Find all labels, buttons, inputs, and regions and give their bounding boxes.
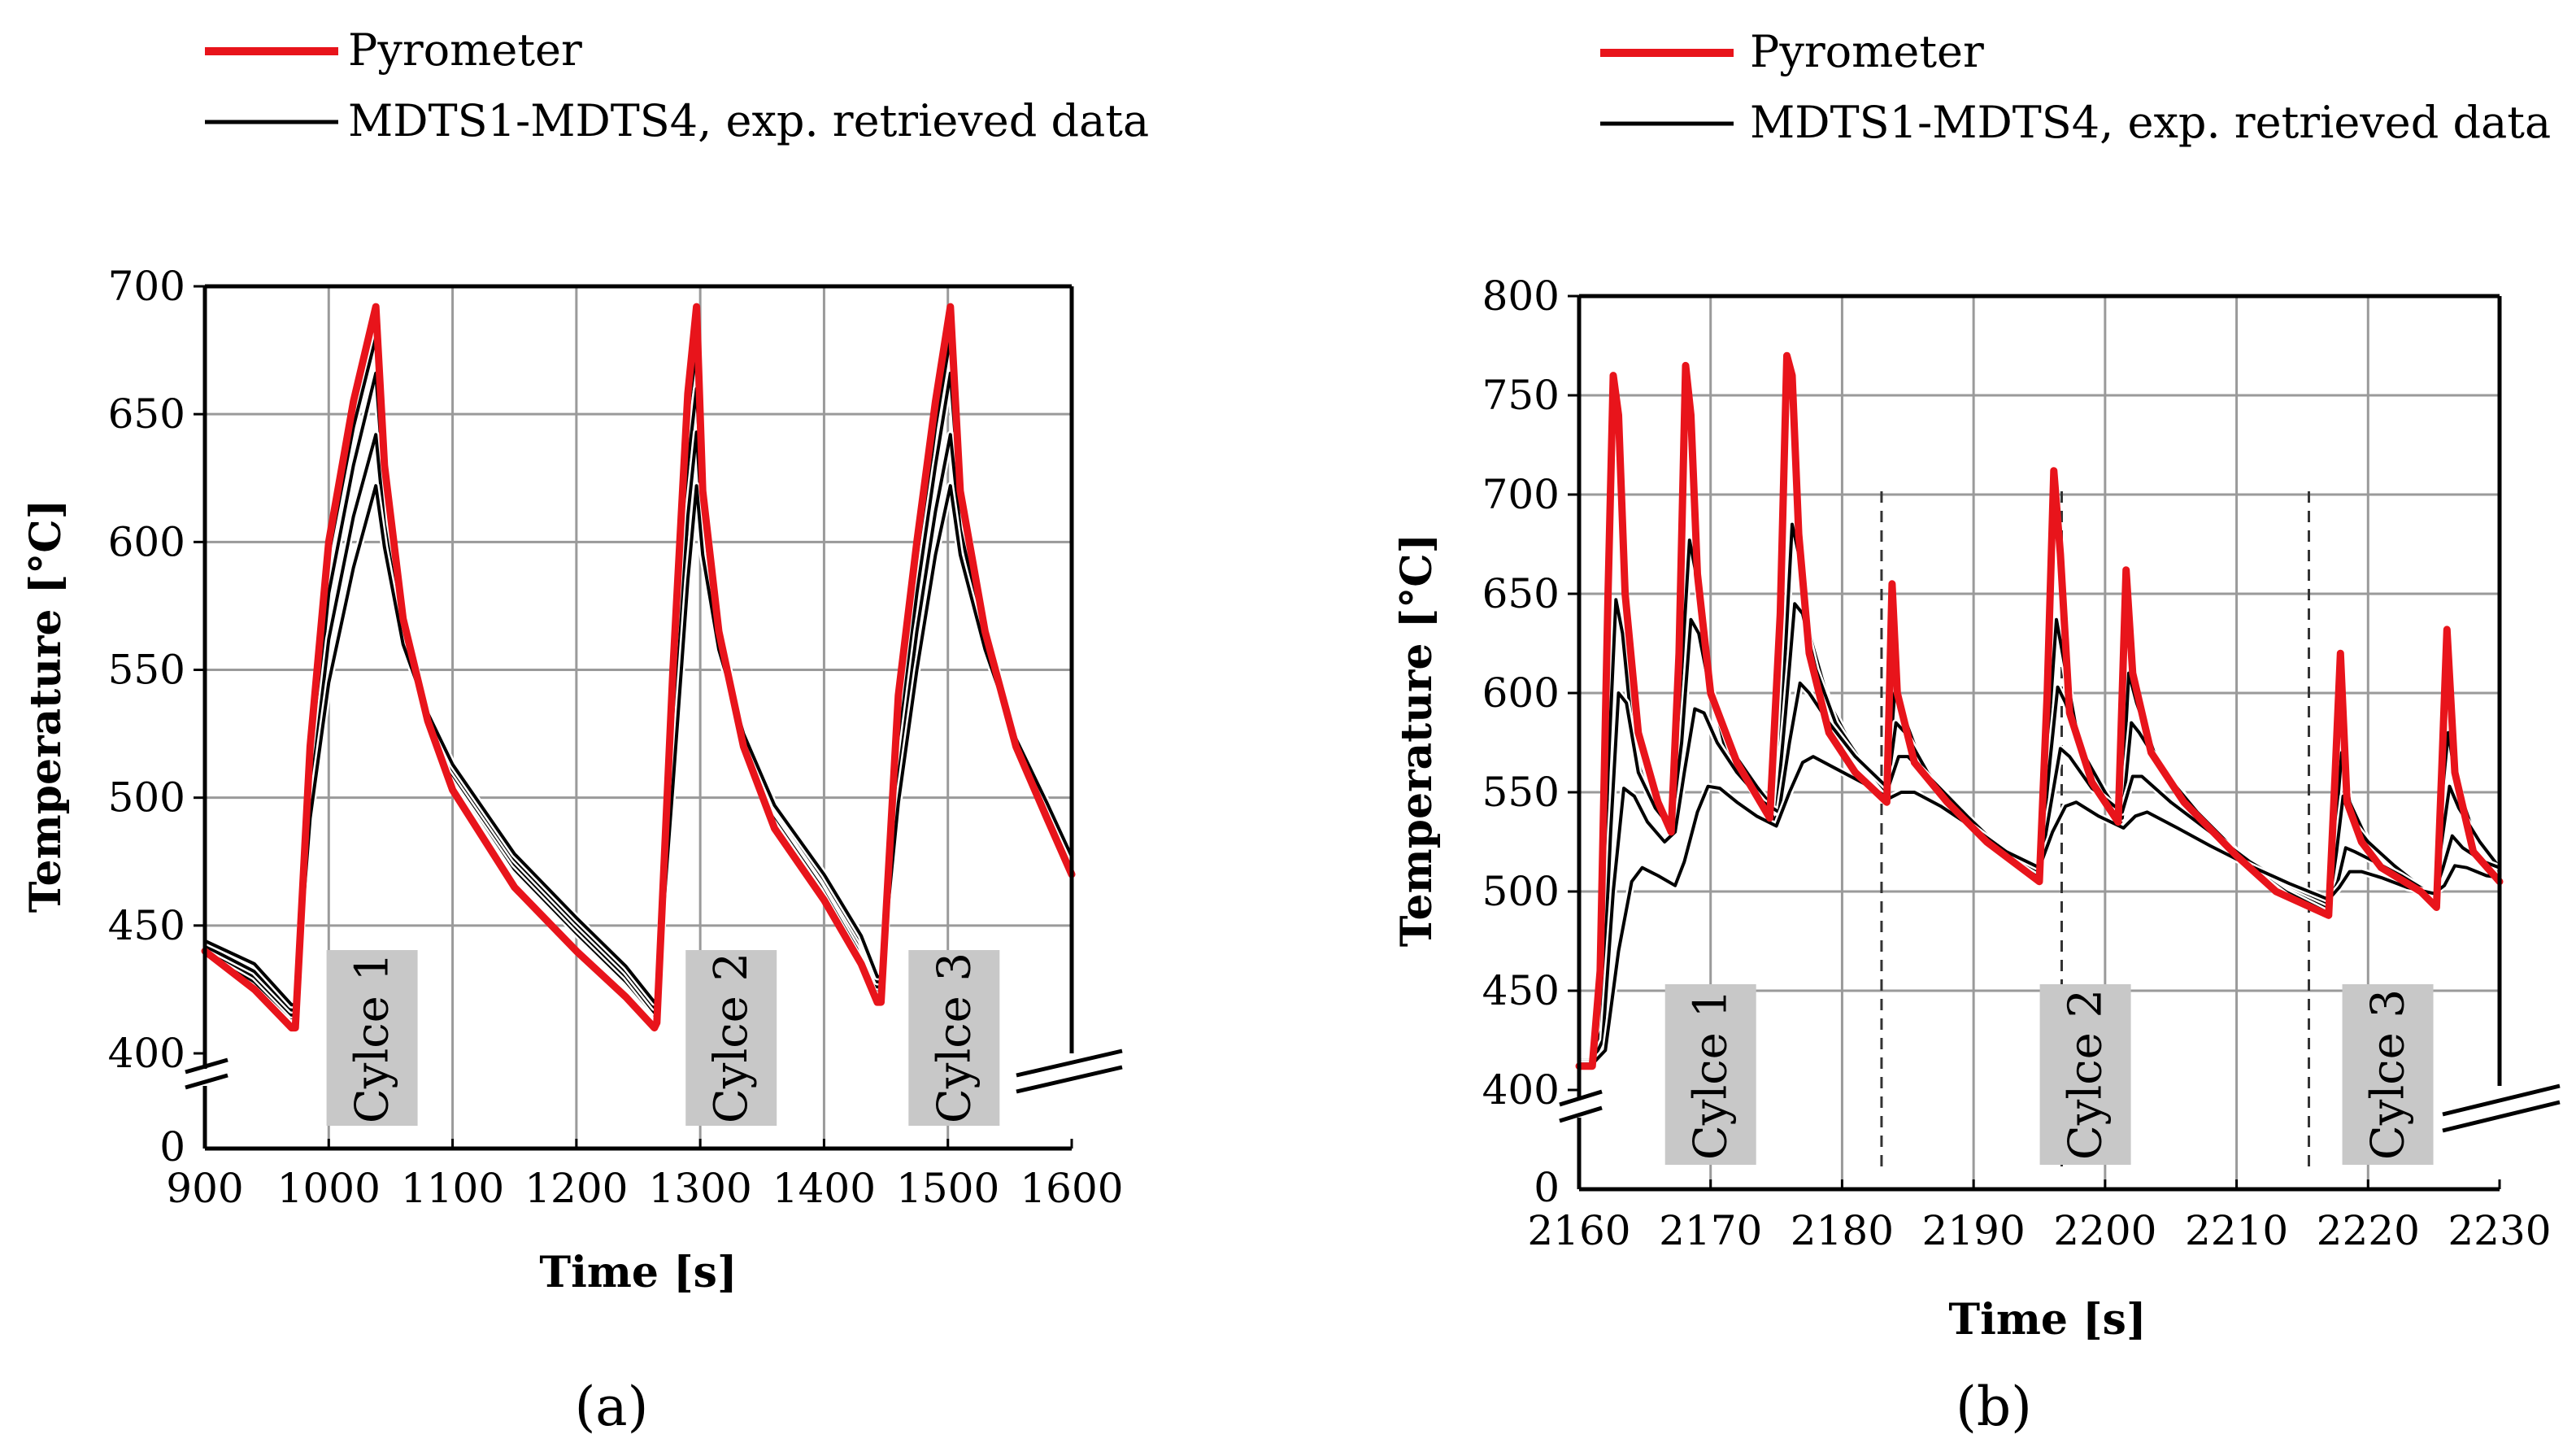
y-tick-label-a-500: 500 <box>108 774 185 822</box>
chart-a-svg: Pyrometer MDTS1-MDTS4, exp. retrieved da… <box>21 24 1149 1438</box>
series-line-b-mdts3 <box>1577 681 2501 1064</box>
y-tick-label-a-700: 700 <box>108 263 185 310</box>
x-tick-label-b-2170: 2170 <box>1659 1207 1762 1254</box>
y-tick-label-b-650: 650 <box>1482 570 1560 617</box>
series-line-b-pyrometer <box>1575 351 2504 1070</box>
axis-break-b-right-mark2 <box>2442 1100 2561 1133</box>
x-axis-title-a: Time [s] <box>539 1248 737 1297</box>
x-tick-label-a-1400: 1400 <box>772 1165 876 1212</box>
y-tick-label-a-400: 400 <box>108 1030 185 1077</box>
y-tick-label-b-700: 700 <box>1482 471 1560 518</box>
series-line-a-pyrometer <box>201 303 1076 1032</box>
cycle-label-a-3: Cylce 3 <box>928 953 981 1123</box>
axis-break-b-right-mark1 <box>2442 1083 2561 1117</box>
series-b <box>1575 351 2504 1070</box>
annotations-b: Cylce 1 Cylce 2 Cylce 3 <box>1664 984 2434 1165</box>
x-tick-label-a-1300: 1300 <box>649 1165 752 1212</box>
y-zero-label-a: 0 <box>159 1123 185 1170</box>
cycle-label-b-2: Cylce 2 <box>2060 989 2113 1160</box>
cycle-box-a-2 <box>685 950 777 1126</box>
x-tick-label-a-1200: 1200 <box>524 1165 628 1212</box>
axis-break-a-left-mark1 <box>185 1057 228 1075</box>
legend-b: Pyrometer MDTS1-MDTS4, exp. retrieved da… <box>1600 26 2551 148</box>
legend-a: Pyrometer MDTS1-MDTS4, exp. retrieved da… <box>205 24 1149 146</box>
axis-break-a-left-mark2 <box>185 1073 228 1090</box>
cycle-box-a-3 <box>908 950 1000 1126</box>
cycle-box-b-3 <box>2342 984 2434 1165</box>
series-line-a-mdts2 <box>203 371 1073 1017</box>
cycle-box-b-1 <box>1664 984 1756 1165</box>
axis-break-b-left-mark1 <box>1559 1089 1603 1107</box>
y-tick-label-b-800: 800 <box>1482 272 1560 320</box>
cycle-box-b-2 <box>2039 984 2131 1165</box>
x-tick-label-a-1600: 1600 <box>1020 1165 1123 1212</box>
caption-a: (a) <box>575 1375 649 1438</box>
y-tick-label-b-400: 400 <box>1482 1066 1560 1114</box>
axis-break-a-right-mark1 <box>1016 1048 1123 1078</box>
axis-break-a-left-gap <box>185 1069 228 1085</box>
y-zero-label-b: 0 <box>1534 1164 1560 1211</box>
y-tick-label-a-600: 600 <box>108 518 185 565</box>
x-tick-label-a-900: 900 <box>166 1165 243 1212</box>
cycle-label-a-2: Cylce 2 <box>705 953 758 1123</box>
cycle-label-a-1: Cylce 1 <box>346 953 399 1123</box>
x-tick-label-b-2200: 2200 <box>2053 1207 2156 1254</box>
y-tick-label-b-600: 600 <box>1482 669 1560 717</box>
axis-break-b-left-mark2 <box>1559 1105 1603 1123</box>
x-tick-label-b-2210: 2210 <box>2185 1207 2288 1254</box>
x-tick-label-b-2220: 2220 <box>2317 1207 2420 1254</box>
cycle-box-a-1 <box>326 950 418 1126</box>
y-axis-title-a: Temperature [°C] <box>21 499 71 913</box>
x-tick-label-b-2160: 2160 <box>1527 1207 1630 1254</box>
y-tick-label-a-550: 550 <box>108 647 185 694</box>
panel-a: Pyrometer MDTS1-MDTS4, exp. retrieved da… <box>21 24 1149 1438</box>
y-tick-label-b-500: 500 <box>1482 868 1560 915</box>
series-a <box>201 303 1076 1032</box>
x-tick-label-b-2180: 2180 <box>1791 1207 1894 1254</box>
x-tick-label-b-2230: 2230 <box>2448 1207 2551 1254</box>
chart-b-svg: Pyrometer MDTS1-MDTS4, exp. retrieved da… <box>1392 26 2561 1438</box>
y-tick-label-a-450: 450 <box>108 902 185 949</box>
legend-b-pyrometer-label: Pyrometer <box>1750 26 1984 77</box>
x-axis-title-b: Time [s] <box>1948 1295 2146 1345</box>
panel-b: Pyrometer MDTS1-MDTS4, exp. retrieved da… <box>1288 0 2576 1456</box>
y-tick-label-b-450: 450 <box>1482 967 1560 1014</box>
annotations-a: Cylce 1 Cylce 2 Cylce 3 <box>326 950 1000 1126</box>
series-line-a-mdts4 <box>203 484 1073 1007</box>
y-axis-title-b: Temperature [°C] <box>1392 534 1442 947</box>
x-tick-label-a-1500: 1500 <box>896 1165 999 1212</box>
y-tick-label-a-650: 650 <box>108 390 185 438</box>
x-tick-label-a-1100: 1100 <box>401 1165 504 1212</box>
x-tick-label-b-2190: 2190 <box>1922 1207 2026 1254</box>
cycle-label-b-1: Cylce 1 <box>1685 989 1738 1160</box>
series-line-a-mdts3 <box>203 430 1073 1012</box>
legend-a-pyrometer-label: Pyrometer <box>348 24 582 76</box>
legend-b-mdts-label: MDTS1-MDTS4, exp. retrieved data <box>1750 97 2551 148</box>
axis-break-a-right-mark2 <box>1016 1065 1123 1094</box>
y-tick-label-b-550: 550 <box>1482 769 1560 816</box>
legend-a-mdts-label: MDTS1-MDTS4, exp. retrieved data <box>348 95 1149 146</box>
caption-b: (b) <box>1956 1375 2032 1438</box>
y-tick-label-b-750: 750 <box>1482 372 1560 419</box>
x-tick-label-a-1000: 1000 <box>277 1165 381 1212</box>
cycle-label-b-3: Cylce 3 <box>2362 989 2415 1160</box>
